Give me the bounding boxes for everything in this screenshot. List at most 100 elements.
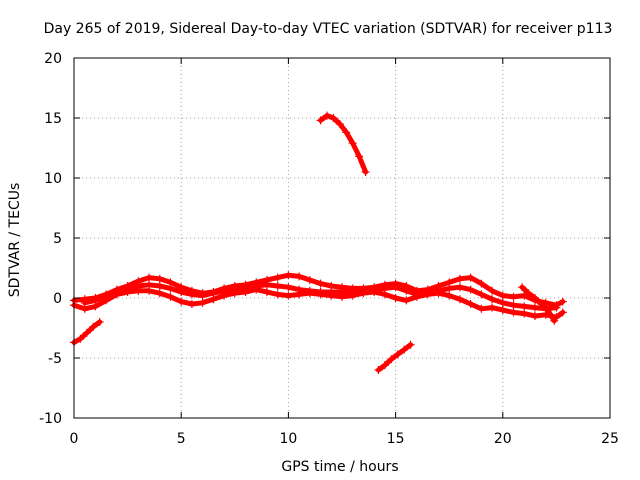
data-point (102, 296, 111, 305)
y-tick-label: 5 (53, 231, 62, 247)
data-point (295, 290, 304, 299)
x-tick-label: 25 (601, 431, 619, 447)
x-axis-label: GPS time / hours (281, 459, 398, 475)
data-point (524, 289, 533, 298)
data-point (112, 290, 121, 299)
data-point (134, 286, 143, 295)
data-point (145, 273, 154, 282)
data-point (488, 286, 497, 295)
data-point (305, 289, 314, 298)
data-point (80, 304, 89, 313)
data-point (455, 295, 464, 304)
data-point (177, 297, 186, 306)
x-tick-label: 20 (494, 431, 512, 447)
data-point (413, 292, 422, 301)
data-point (338, 292, 346, 301)
data-point (391, 283, 400, 292)
tick-labels: 0 5 10 15 20 25 -10 -5 0 5 10 15 20 (39, 51, 619, 447)
data-point (423, 290, 432, 299)
data-point (316, 116, 325, 125)
data-point (155, 274, 164, 283)
data-point (361, 168, 370, 176)
data-series (70, 318, 104, 347)
data-point (509, 301, 518, 310)
data-point (455, 283, 464, 292)
data-point (177, 288, 186, 296)
series-line (519, 284, 557, 324)
data-point (342, 128, 351, 137)
y-tick-label: 0 (53, 291, 62, 307)
data-point (262, 288, 271, 296)
data-point (166, 292, 175, 301)
data-point (348, 291, 357, 300)
y-tick-label: -5 (48, 351, 62, 367)
data-point (543, 306, 552, 314)
data-point (380, 290, 389, 299)
y-tick-label: -10 (39, 411, 62, 427)
data-point (466, 273, 475, 282)
data-point (402, 286, 411, 295)
data-point (537, 300, 546, 308)
ticks (73, 57, 611, 419)
data-point (374, 366, 383, 374)
data-point (498, 306, 507, 314)
data-point (355, 152, 364, 161)
data-point (391, 294, 400, 302)
data-point (477, 304, 486, 313)
data-point (530, 303, 539, 312)
data-point (359, 289, 368, 298)
y-tick-label: 10 (44, 171, 62, 187)
data-point (509, 292, 518, 301)
data-series (70, 285, 567, 322)
data-point (295, 272, 304, 281)
data-point (284, 271, 293, 280)
data-point (187, 300, 196, 308)
data-point (91, 302, 100, 311)
data-point (466, 300, 475, 308)
data-point (82, 328, 91, 337)
data-point (477, 279, 486, 288)
data-point (498, 298, 507, 307)
data-series (316, 111, 370, 176)
data-point (155, 282, 164, 290)
grid (74, 58, 610, 418)
data-point (445, 291, 454, 300)
data-point (305, 276, 314, 284)
data-point (455, 274, 464, 283)
data-series (374, 340, 415, 374)
data-point (335, 120, 344, 128)
data-point (284, 283, 293, 292)
data-point (488, 303, 497, 312)
data-point (322, 111, 331, 120)
data-point (558, 297, 567, 306)
data-point (89, 322, 98, 331)
data-point (209, 295, 218, 304)
data-point (273, 273, 282, 282)
data-point (558, 308, 567, 317)
x-tick-label: 15 (387, 431, 405, 447)
data-point (509, 308, 518, 317)
data-point (155, 289, 164, 298)
data-point (400, 345, 409, 354)
chart-title: Day 265 of 2019, Sidereal Day-to-day VTE… (44, 21, 613, 37)
data-point (393, 350, 402, 359)
data-point (434, 289, 443, 298)
data-point (477, 290, 486, 299)
data-point (488, 295, 497, 304)
data-point (402, 296, 411, 305)
data-point (273, 290, 282, 299)
data-point (520, 302, 529, 311)
y-tick-label: 20 (44, 51, 62, 67)
data-point (166, 284, 175, 293)
data-point (220, 291, 229, 300)
data-point (520, 291, 529, 300)
x-tick-label: 5 (177, 431, 186, 447)
data-point (498, 291, 507, 300)
x-tick-label: 10 (279, 431, 297, 447)
data-point (445, 284, 454, 293)
data-point (370, 288, 379, 296)
data-point (284, 291, 293, 300)
data-point (316, 279, 325, 288)
x-tick-label: 0 (70, 431, 79, 447)
